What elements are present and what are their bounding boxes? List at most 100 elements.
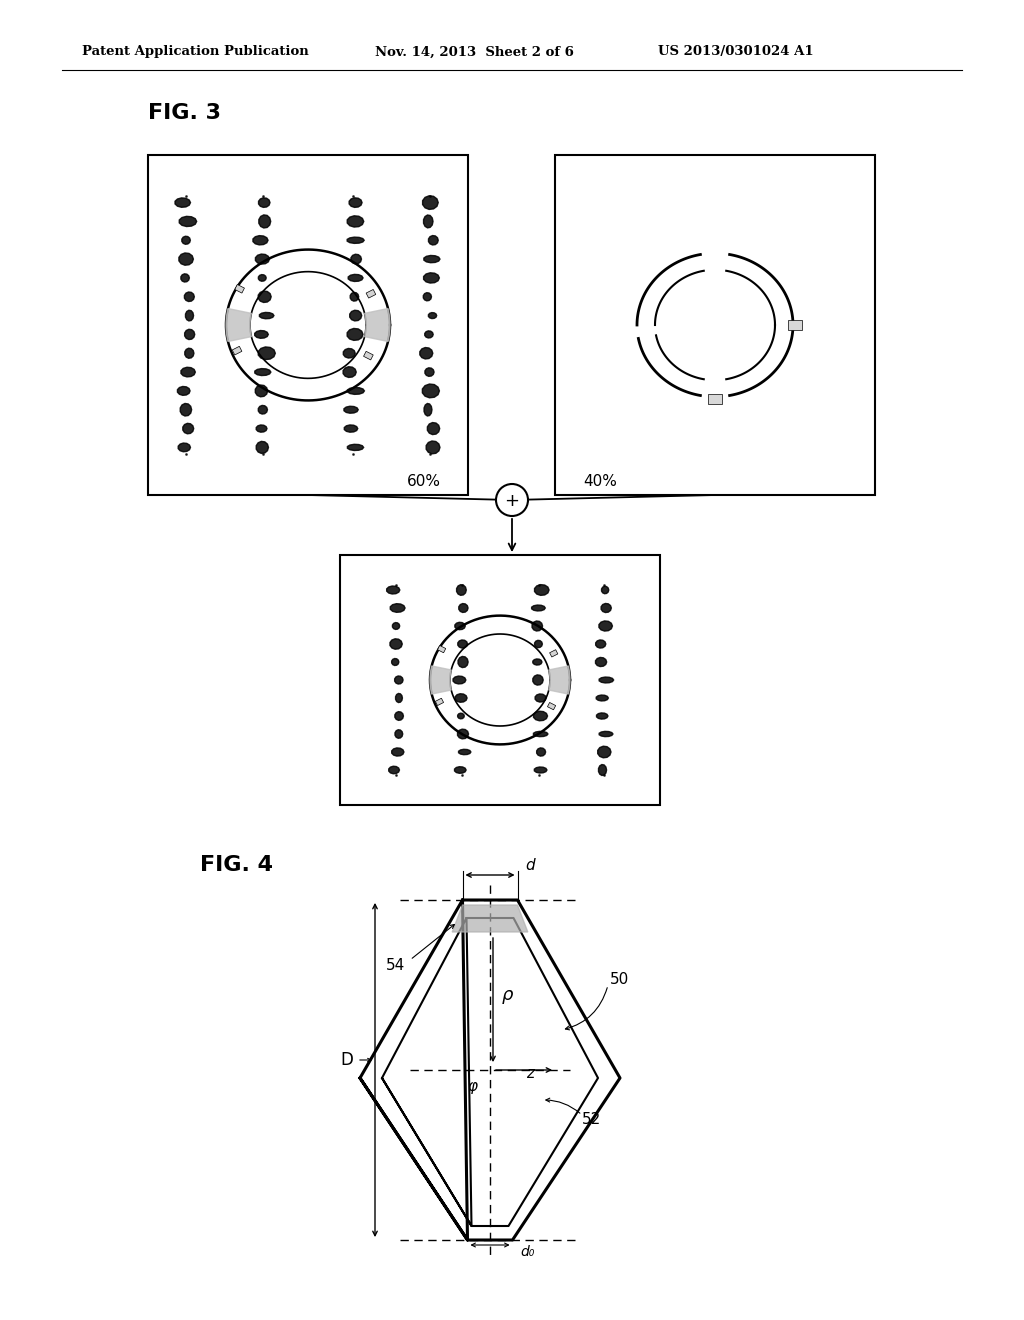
Polygon shape	[531, 605, 546, 611]
Polygon shape	[424, 404, 432, 416]
Polygon shape	[392, 748, 403, 756]
Polygon shape	[457, 585, 466, 595]
Polygon shape	[347, 329, 364, 341]
Polygon shape	[596, 657, 606, 667]
Polygon shape	[177, 387, 190, 396]
Polygon shape	[347, 215, 364, 227]
Polygon shape	[347, 388, 365, 395]
Polygon shape	[599, 731, 613, 737]
Polygon shape	[390, 603, 406, 612]
Text: d₀: d₀	[520, 1245, 535, 1259]
Polygon shape	[180, 404, 191, 416]
Text: +: +	[505, 492, 519, 510]
Bar	[555, 154, 874, 495]
Polygon shape	[428, 235, 438, 246]
Polygon shape	[535, 767, 547, 774]
Polygon shape	[178, 444, 190, 451]
Polygon shape	[185, 310, 194, 321]
Polygon shape	[424, 215, 433, 228]
Text: Patent Application Publication: Patent Application Publication	[82, 45, 309, 58]
Text: φ: φ	[467, 1078, 477, 1093]
Polygon shape	[423, 195, 438, 210]
Polygon shape	[259, 313, 274, 318]
Polygon shape	[459, 750, 471, 755]
Polygon shape	[387, 586, 399, 594]
Polygon shape	[184, 329, 195, 339]
Polygon shape	[425, 331, 433, 338]
Polygon shape	[458, 729, 469, 739]
Polygon shape	[391, 659, 399, 665]
Bar	[364, 351, 373, 360]
Polygon shape	[344, 425, 357, 432]
Text: US 2013/0301024 A1: US 2013/0301024 A1	[658, 45, 814, 58]
Polygon shape	[535, 585, 549, 595]
Polygon shape	[596, 640, 606, 648]
Bar	[437, 645, 445, 653]
Polygon shape	[459, 603, 468, 612]
Polygon shape	[351, 255, 361, 264]
Polygon shape	[259, 215, 270, 228]
Polygon shape	[179, 216, 197, 227]
Polygon shape	[395, 730, 402, 738]
Bar	[148, 154, 468, 495]
Polygon shape	[182, 236, 190, 244]
Bar	[550, 649, 558, 657]
Polygon shape	[422, 384, 439, 397]
Polygon shape	[458, 640, 468, 648]
Polygon shape	[395, 693, 402, 702]
Polygon shape	[181, 367, 196, 378]
Polygon shape	[258, 290, 271, 302]
Polygon shape	[343, 348, 355, 358]
Polygon shape	[256, 425, 267, 432]
Text: 50: 50	[610, 973, 630, 987]
Polygon shape	[347, 445, 364, 450]
Polygon shape	[184, 348, 194, 358]
Polygon shape	[458, 713, 464, 719]
Polygon shape	[597, 713, 608, 719]
Polygon shape	[179, 253, 194, 265]
Polygon shape	[599, 677, 613, 682]
Polygon shape	[455, 622, 465, 630]
Polygon shape	[598, 764, 606, 775]
Polygon shape	[255, 385, 267, 397]
Polygon shape	[427, 422, 439, 434]
Polygon shape	[365, 309, 390, 342]
Polygon shape	[532, 659, 542, 665]
Polygon shape	[389, 766, 399, 774]
Polygon shape	[255, 330, 268, 338]
Polygon shape	[596, 696, 608, 701]
Polygon shape	[535, 640, 543, 648]
Polygon shape	[428, 313, 436, 318]
Bar	[234, 285, 245, 293]
Polygon shape	[534, 711, 548, 721]
Polygon shape	[424, 273, 439, 282]
Polygon shape	[424, 256, 440, 263]
Bar	[435, 698, 443, 706]
Polygon shape	[392, 623, 399, 630]
Text: Nov. 14, 2013  Sheet 2 of 6: Nov. 14, 2013 Sheet 2 of 6	[375, 45, 573, 58]
Circle shape	[496, 484, 528, 516]
Polygon shape	[226, 309, 252, 342]
Polygon shape	[537, 748, 546, 756]
Text: z: z	[526, 1065, 534, 1081]
FancyBboxPatch shape	[788, 319, 802, 330]
FancyBboxPatch shape	[708, 393, 722, 404]
Polygon shape	[255, 368, 271, 376]
Polygon shape	[425, 368, 434, 376]
Bar	[232, 346, 242, 355]
Text: FIG. 4: FIG. 4	[200, 855, 273, 875]
Polygon shape	[258, 347, 275, 359]
Polygon shape	[343, 367, 356, 378]
Polygon shape	[532, 675, 543, 685]
Text: 40%: 40%	[583, 474, 616, 490]
Polygon shape	[420, 347, 433, 359]
Text: FIG. 3: FIG. 3	[148, 103, 221, 123]
Polygon shape	[350, 292, 358, 301]
Polygon shape	[534, 731, 548, 737]
Text: 52: 52	[582, 1113, 601, 1127]
Polygon shape	[348, 275, 364, 281]
Polygon shape	[430, 667, 452, 694]
Polygon shape	[453, 906, 527, 932]
Polygon shape	[349, 198, 362, 207]
Polygon shape	[258, 405, 267, 414]
